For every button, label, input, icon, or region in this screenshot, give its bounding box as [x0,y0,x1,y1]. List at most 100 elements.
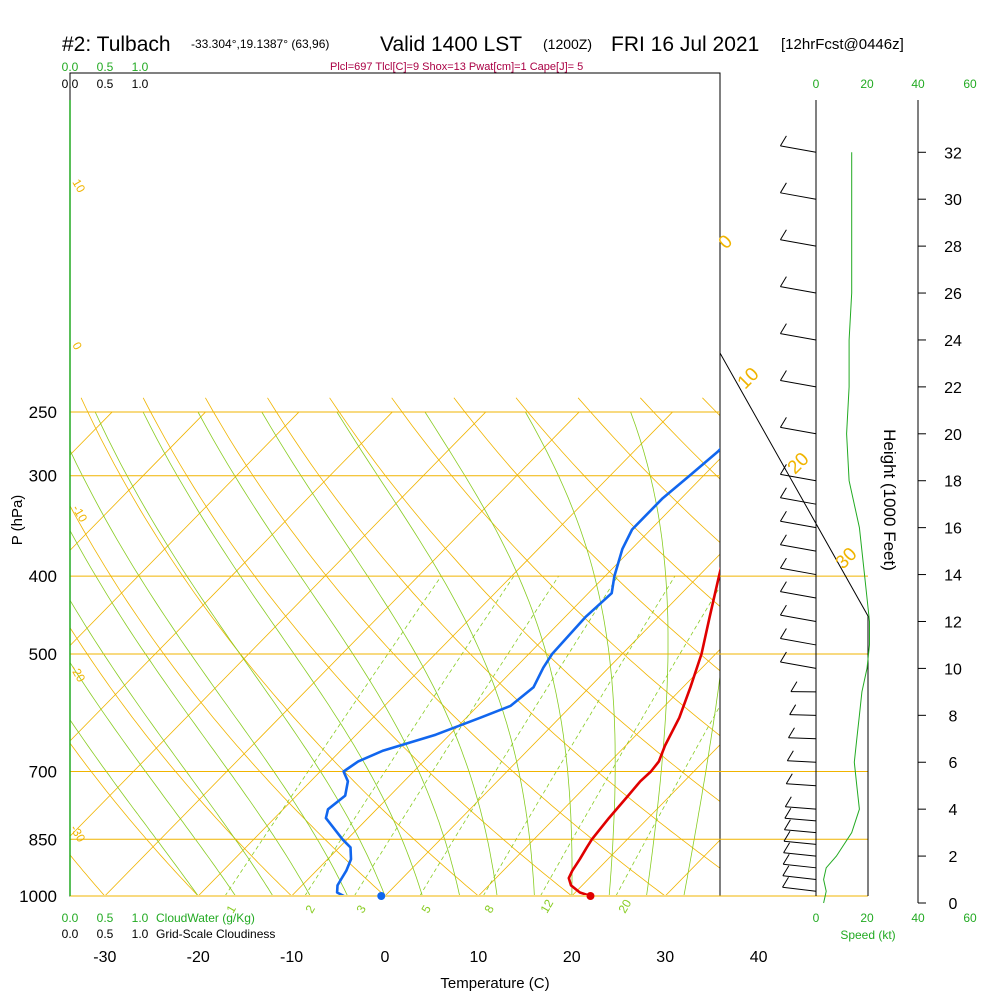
isotherm-line [70,411,300,647]
temperature-tick-label: 30 [656,949,674,966]
plot-frame [69,72,721,897]
surface-temperature-dot [586,892,595,900]
station-coords: -33.304°,19.1387° (63,96) [191,37,329,51]
height-tick-label: 6 [949,755,958,772]
wind-barb-flag [779,581,787,592]
dewpoint-trace [324,447,720,895]
wind-barb-flag [784,796,792,808]
wind-barb-flag [779,135,787,147]
wind-barb-staff [780,426,817,435]
mixing-ratio-label: 8 [481,902,497,915]
height-tick-label: 8 [949,708,958,725]
wind-barb-staff [784,829,817,834]
wind-barb-staff [780,591,817,599]
height-tick-label: 12 [944,614,962,631]
temperature-tick-label: 40 [750,949,768,966]
background-grid [0,397,1000,913]
wind-barb-staff [780,567,817,576]
wind-barb-staff [785,806,817,810]
height-tick-label: 16 [944,521,962,538]
wind-barb-flag [782,865,790,877]
wind-barb-flag [779,182,787,194]
wind-barb-flag [779,557,787,569]
pressure-tick-label: 850 [29,830,57,849]
cloud-scale-bottom-green: 0.0 [62,911,79,925]
wind-barb-staff [783,852,817,857]
dry-adiabat-label: 10 [69,177,88,196]
dry-adiabat-label: -10 [69,503,90,525]
pressure-tick-label: 400 [29,567,57,586]
height-tick-label: 30 [944,192,962,209]
mixing-ratio-line [615,704,720,895]
moist-adiabat-line [424,411,573,895]
mixing-ratio-label: 3 [353,902,369,915]
mixing-ratio-label: 20 [615,897,634,916]
mixing-ratio-line [354,575,559,895]
moist-adiabat-line [683,673,720,895]
pressure-tick-label: 500 [29,645,57,664]
height-tick-label: 4 [949,802,958,819]
temperature-tick-label: -30 [93,949,116,966]
moist-adiabat-line [70,661,236,895]
wind-panel-edge [719,352,869,617]
temperature-tick-label: -10 [280,949,303,966]
wind-barb-staff [788,737,817,740]
dry-adiabat-line [453,397,720,672]
wind-barb-flag [784,808,792,819]
wind-barb-flag [779,370,787,381]
chart-header: #2: Tulbach -33.304°,19.1387° (63,96) Va… [62,33,904,73]
mixing-ratio-label: 2 [302,902,318,915]
dry-adiabat-label: 0 [69,340,85,353]
pressure-tick-label: 300 [29,467,57,486]
wind-barb-staff [780,520,817,529]
speed-tick-top: 0 [813,77,820,91]
height-tick-label: 28 [944,239,962,256]
wind-barb-flag [782,876,789,888]
cloud-scale-bottom-black: 1.0 [132,927,149,941]
surface-dewpoint-dot [377,892,386,900]
wind-barb-staff [789,714,817,716]
wind-barb-flag [789,704,797,715]
moist-adiabat-line [336,411,535,895]
speed-tick-bottom: 0 [813,911,820,925]
wind-barb-flag [783,819,791,831]
wind-barb-flag [779,628,787,639]
moist-adiabat-line [525,411,616,895]
moist-adiabat-line [94,411,386,895]
wind-barb-flag [779,651,787,663]
dry-adiabat-line [267,397,720,869]
moist-adiabat-line [70,529,311,895]
wind-barb-staff [780,286,817,294]
params-text: Plcl=697 Tlcl[C]=9 Shox=13 Pwat[cm]=1 Ca… [330,61,583,73]
height-tick-label: 0 [949,896,958,913]
wind-barb-flag [779,510,787,522]
moist-adiabat-line [70,719,198,895]
height-tick-label: 26 [944,286,962,303]
dry-adiabat-line [827,398,1000,913]
wind-barb-staff [780,473,817,482]
wind-barb-staff [780,614,817,622]
dry-adiabat-line [70,742,198,895]
date-text: FRI 16 Jul 2021 [611,33,759,56]
speed-axis-title: Speed (kt) [840,928,895,942]
utc-time: (1200Z) [543,36,592,52]
height-tick-label: 22 [944,380,962,397]
height-tick-label: 2 [949,849,958,866]
wind-barb-staff [787,760,817,763]
station-title: #2: Tulbach [62,33,171,56]
cloud-scale-bottom-black: 0.5 [97,927,114,941]
mixing-ratio-line [304,575,515,895]
pressure-tick-label: 700 [29,762,57,781]
pressure-tick-label: 1000 [19,887,57,906]
dry-adiabat-line [70,504,385,895]
moist-adiabat-line [142,411,423,895]
cloud-scale-bottom-green: 0.5 [97,911,114,925]
cloud-scale-bottom-green: 1.0 [132,911,149,925]
wind-barb-flag [788,727,795,738]
wind-barb-staff [782,875,817,881]
height-axis-title: Height (1000 Feet) [880,429,899,571]
speed-tick-bottom: 20 [860,911,874,925]
valid-time: Valid 1400 LST [380,33,522,56]
isotherm-line [0,412,19,896]
